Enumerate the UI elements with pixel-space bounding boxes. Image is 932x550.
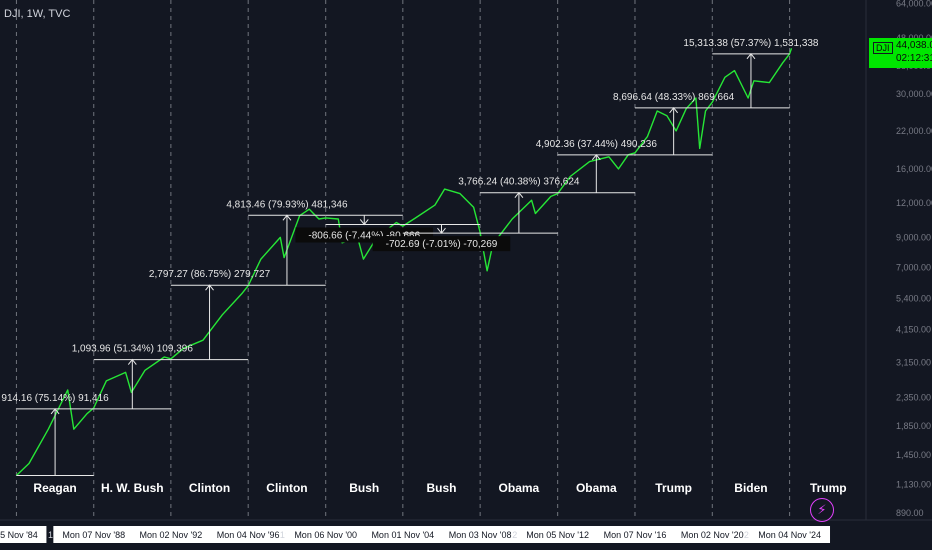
x-tick-label-4: Mon 04 Nov '96 bbox=[217, 530, 280, 540]
x-tick-box-8 bbox=[439, 526, 521, 543]
y-tick-label-7: 9,000.00 bbox=[896, 232, 931, 242]
president-label-4: Bush bbox=[349, 481, 379, 495]
last-price-symbol: DJI bbox=[873, 42, 893, 54]
y-tick-label-5: 16,000.00 bbox=[896, 164, 932, 174]
lightning-bolt-icon[interactable]: ⚡ bbox=[810, 498, 834, 522]
term-9-arrow bbox=[746, 53, 756, 60]
president-label-6: Obama bbox=[499, 481, 540, 495]
x-tick-label-12: Mon 02 Nov '20 bbox=[681, 530, 744, 540]
x-tick-box-2 bbox=[53, 526, 135, 543]
y-tick-label-1: 48,000.00 bbox=[896, 33, 932, 43]
term-6-change-label: 3,766.24 (40.38%) 376,624 bbox=[458, 177, 580, 188]
x-tick-label-10: Mon 05 Nov '12 bbox=[526, 530, 589, 540]
term-0-arrow bbox=[50, 408, 60, 415]
x-tick-label-14: Mon 04 Nov '24 bbox=[758, 530, 821, 540]
y-tick-label-4: 22,000.00 bbox=[896, 126, 932, 136]
term-7-change-label: 4,902.36 (37.44%) 490,236 bbox=[536, 139, 658, 150]
symbol-label: DJI, 1W, TVC bbox=[4, 8, 71, 20]
president-label-0: Reagan bbox=[33, 481, 76, 495]
term-8-arrow bbox=[669, 107, 679, 114]
term-6-arrow bbox=[514, 191, 524, 199]
x-tick-label-8: Mon 03 Nov '08 bbox=[449, 530, 512, 540]
x-tick-box-14 bbox=[749, 526, 831, 543]
y-tick-label-10: 4,150.00 bbox=[896, 325, 931, 335]
price-line bbox=[15, 48, 793, 477]
term-2-arrow bbox=[205, 284, 214, 291]
x-tick-label-6: Mon 06 Nov '00 bbox=[294, 530, 357, 540]
term-1-change-label: 1,093.96 (51.34%) 109,396 bbox=[72, 344, 194, 355]
president-label-7: Obama bbox=[576, 481, 617, 495]
y-tick-label-16: 890.00 bbox=[896, 508, 924, 518]
president-label-9: Biden bbox=[734, 481, 767, 495]
x-tick-box-6 bbox=[285, 526, 367, 543]
term-9-change-label: 15,313.38 (57.37%) 1,531,338 bbox=[683, 38, 819, 49]
term-3-change-label: 4,813.46 (79.93%) 481,346 bbox=[226, 199, 348, 210]
term-7-arrow bbox=[591, 154, 601, 161]
x-tick-label-7: Mon 01 Nov '04 bbox=[371, 530, 434, 540]
last-price-tag: DJI 44,038.03 02:12:31 bbox=[869, 38, 932, 68]
x-tick-box-11 bbox=[594, 526, 676, 543]
president-label-3: Clinton bbox=[266, 481, 307, 495]
y-tick-label-9: 5,400.00 bbox=[896, 293, 931, 303]
term-0-change-label: 914.16 (75.14%) 91,416 bbox=[1, 393, 109, 404]
y-tick-label-8: 7,000.00 bbox=[896, 262, 931, 272]
x-tick-box-10 bbox=[517, 526, 599, 543]
president-label-1: H. W. Bush bbox=[101, 481, 164, 495]
x-tick-label-2: Mon 07 Nov '88 bbox=[62, 530, 125, 540]
x-tick-box-12 bbox=[671, 526, 753, 543]
term-4-arrow bbox=[359, 219, 369, 226]
y-tick-label-0: 64,000.00 bbox=[896, 0, 932, 9]
x-tick-box-7 bbox=[362, 526, 444, 543]
term-1-arrow bbox=[127, 358, 137, 365]
x-tick-box-0 bbox=[0, 526, 47, 543]
president-label-8: Trump bbox=[655, 481, 692, 495]
y-tick-label-11: 3,150.00 bbox=[896, 358, 931, 368]
term-3-arrow bbox=[282, 214, 292, 221]
y-tick-label-6: 12,000.00 bbox=[896, 198, 932, 208]
president-label-10: Trump bbox=[810, 481, 847, 495]
x-tick-box-3 bbox=[130, 526, 212, 543]
x-tick-label-11: Mon 07 Nov '16 bbox=[604, 530, 667, 540]
y-tick-label-13: 1,850.00 bbox=[896, 421, 931, 431]
term-5-arrow bbox=[437, 227, 446, 234]
y-tick-label-12: 2,350.00 bbox=[896, 392, 931, 402]
y-tick-label-15: 1,130.00 bbox=[896, 480, 931, 490]
x-tick-label-3: Mon 02 Nov '92 bbox=[139, 530, 202, 540]
term-2-change-label: 2,797.27 (86.75%) 279,727 bbox=[149, 269, 271, 280]
bar-countdown: 02:12:31 bbox=[896, 53, 932, 64]
president-label-5: Bush bbox=[426, 481, 456, 495]
last-price-value: 44,038.03 bbox=[896, 40, 932, 51]
term-5-change-label: -702.69 (-7.01%) -70,269 bbox=[386, 239, 498, 250]
x-tick-label-0: 05 Nov '84 bbox=[0, 530, 38, 540]
y-tick-label-14: 1,450.00 bbox=[896, 450, 931, 460]
x-tick-box-4 bbox=[207, 526, 289, 543]
president-label-2: Clinton bbox=[189, 481, 230, 495]
term-5-change-box bbox=[372, 236, 511, 252]
term-4-change-label: -806.66 (-7.44%) -80,666 bbox=[308, 230, 420, 241]
y-tick-label-3: 30,000.00 bbox=[896, 89, 932, 99]
term-8-change-label: 8,696.64 (48.33%) 869,664 bbox=[613, 92, 735, 103]
